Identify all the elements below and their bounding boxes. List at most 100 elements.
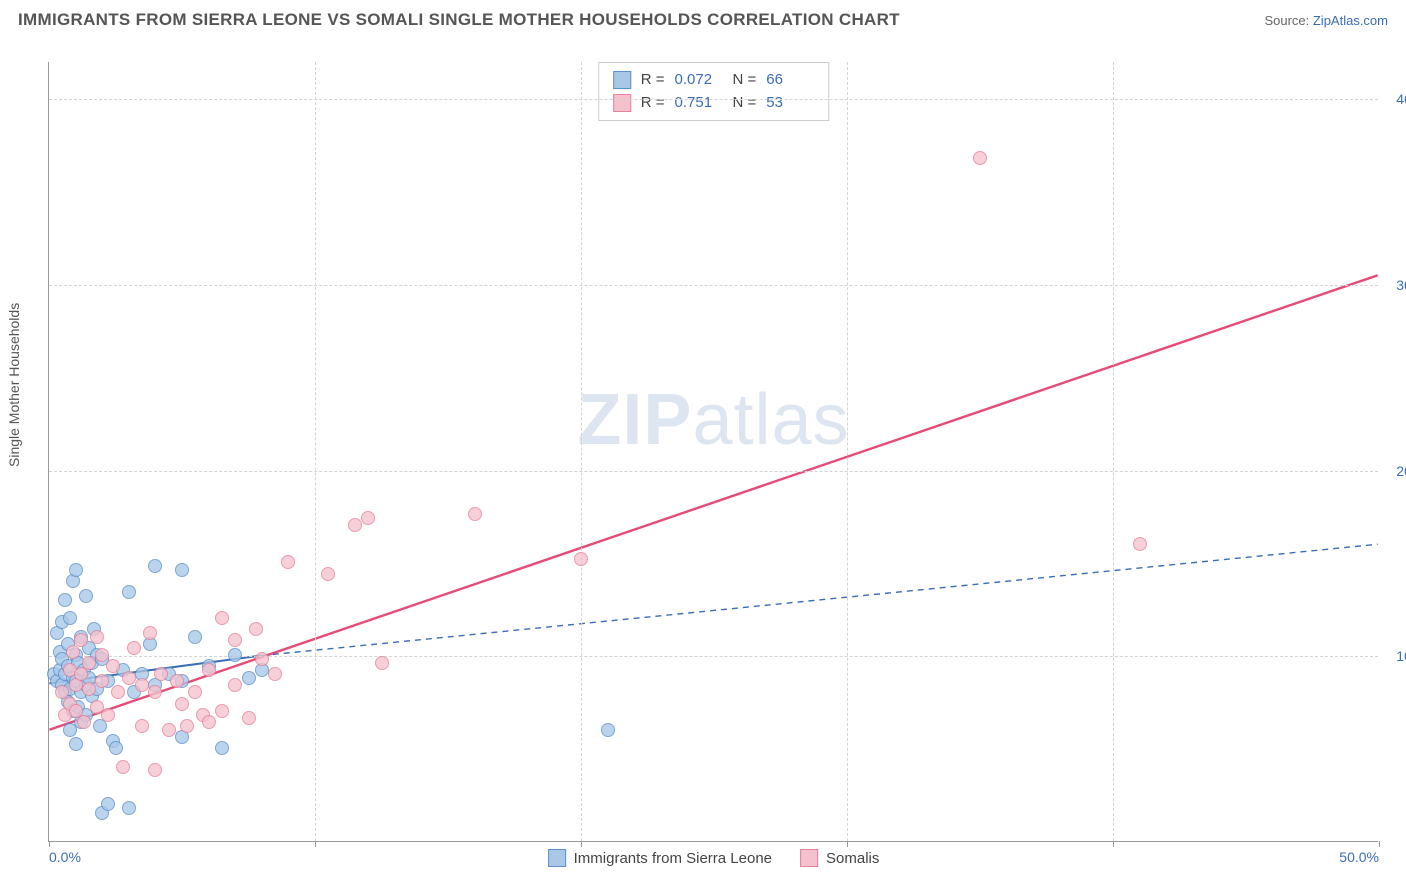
data-point-somalis <box>215 704 229 718</box>
data-point-somalis <box>361 511 375 525</box>
data-point-sierra_leone <box>228 648 242 662</box>
data-point-somalis <box>135 678 149 692</box>
data-point-somalis <box>468 507 482 521</box>
swatch-somalis <box>800 849 818 867</box>
trendline-somalis <box>49 275 1377 729</box>
legend-item-somalis: Somalis <box>800 849 879 867</box>
data-point-somalis <box>242 711 256 725</box>
data-point-somalis <box>175 697 189 711</box>
data-point-sierra_leone <box>175 563 189 577</box>
chart-header: IMMIGRANTS FROM SIERRA LEONE VS SOMALI S… <box>0 0 1406 36</box>
gridline-h <box>49 471 1378 472</box>
x-tick-label: 0.0% <box>49 849 81 865</box>
data-point-somalis <box>170 674 184 688</box>
gridline-h <box>49 656 1378 657</box>
swatch-somalis <box>613 94 631 112</box>
data-point-somalis <box>215 611 229 625</box>
data-point-somalis <box>321 567 335 581</box>
y-tick-label: 20.0% <box>1396 463 1406 479</box>
y-axis-label: Single Mother Households <box>6 303 22 467</box>
chart-container: Single Mother Households ZIPatlas R = 0.… <box>0 42 1406 892</box>
data-point-sierra_leone <box>79 589 93 603</box>
stats-legend-box: R = 0.072 N = 66 R = 0.751 N = 53 <box>598 62 830 121</box>
x-tick <box>847 841 848 847</box>
r-value-somalis: 0.751 <box>675 92 723 115</box>
data-point-sierra_leone <box>242 671 256 685</box>
data-point-sierra_leone <box>215 741 229 755</box>
data-point-somalis <box>255 652 269 666</box>
n-value-sierra-leone: 66 <box>766 69 814 92</box>
x-tick <box>49 841 50 847</box>
data-point-somalis <box>127 641 141 655</box>
data-point-sierra_leone <box>63 611 77 625</box>
watermark-light: atlas <box>692 380 849 460</box>
data-point-somalis <box>973 151 987 165</box>
data-point-somalis <box>122 671 136 685</box>
data-point-somalis <box>162 723 176 737</box>
y-tick-label: 10.0% <box>1396 648 1406 664</box>
data-point-somalis <box>82 656 96 670</box>
x-tick <box>1379 841 1380 847</box>
data-point-somalis <box>101 708 115 722</box>
source-prefix: Source: <box>1264 13 1312 28</box>
legend-item-sierra-leone: Immigrants from Sierra Leone <box>548 849 772 867</box>
watermark: ZIPatlas <box>577 379 849 461</box>
data-point-somalis <box>90 630 104 644</box>
n-label: N = <box>733 92 757 115</box>
data-point-sierra_leone <box>101 797 115 811</box>
data-point-sierra_leone <box>58 593 72 607</box>
data-point-somalis <box>148 763 162 777</box>
stats-row-sierra-leone: R = 0.072 N = 66 <box>613 69 815 92</box>
source-link[interactable]: ZipAtlas.com <box>1313 13 1388 28</box>
data-point-somalis <box>202 715 216 729</box>
watermark-bold: ZIP <box>577 380 692 460</box>
gridline-v <box>315 62 316 841</box>
data-point-somalis <box>154 667 168 681</box>
data-point-somalis <box>1133 537 1147 551</box>
gridline-v <box>581 62 582 841</box>
n-label: N = <box>733 69 757 92</box>
data-point-somalis <box>95 674 109 688</box>
data-point-somalis <box>228 633 242 647</box>
data-point-somalis <box>188 685 202 699</box>
data-point-somalis <box>82 682 96 696</box>
data-point-somalis <box>268 667 282 681</box>
data-point-somalis <box>148 685 162 699</box>
data-point-sierra_leone <box>148 559 162 573</box>
data-point-somalis <box>202 663 216 677</box>
plot-area: ZIPatlas R = 0.072 N = 66 R = 0.751 N = … <box>48 62 1378 842</box>
y-tick-label: 40.0% <box>1396 91 1406 107</box>
data-point-somalis <box>116 760 130 774</box>
data-point-somalis <box>180 719 194 733</box>
x-tick <box>581 841 582 847</box>
data-point-somalis <box>249 622 263 636</box>
data-point-somalis <box>111 685 125 699</box>
data-point-sierra_leone <box>109 741 123 755</box>
swatch-sierra-leone <box>613 71 631 89</box>
y-tick-label: 30.0% <box>1396 277 1406 293</box>
r-value-sierra-leone: 0.072 <box>675 69 723 92</box>
stats-row-somalis: R = 0.751 N = 53 <box>613 92 815 115</box>
x-tick-label: 50.0% <box>1339 849 1379 865</box>
data-point-somalis <box>228 678 242 692</box>
gridline-h <box>49 99 1378 100</box>
n-value-somalis: 53 <box>766 92 814 115</box>
gridline-v <box>847 62 848 841</box>
chart-title: IMMIGRANTS FROM SIERRA LEONE VS SOMALI S… <box>18 10 900 30</box>
swatch-sierra-leone <box>548 849 566 867</box>
data-point-somalis <box>375 656 389 670</box>
data-point-sierra_leone <box>122 801 136 815</box>
data-point-sierra_leone <box>188 630 202 644</box>
data-point-sierra_leone <box>601 723 615 737</box>
data-point-somalis <box>135 719 149 733</box>
data-point-sierra_leone <box>122 585 136 599</box>
data-point-somalis <box>348 518 362 532</box>
gridline-v <box>1113 62 1114 841</box>
data-point-somalis <box>106 659 120 673</box>
data-point-somalis <box>143 626 157 640</box>
data-point-somalis <box>77 715 91 729</box>
legend-label-somalis: Somalis <box>826 850 879 867</box>
data-point-somalis <box>574 552 588 566</box>
data-point-sierra_leone <box>69 737 83 751</box>
data-point-somalis <box>281 555 295 569</box>
